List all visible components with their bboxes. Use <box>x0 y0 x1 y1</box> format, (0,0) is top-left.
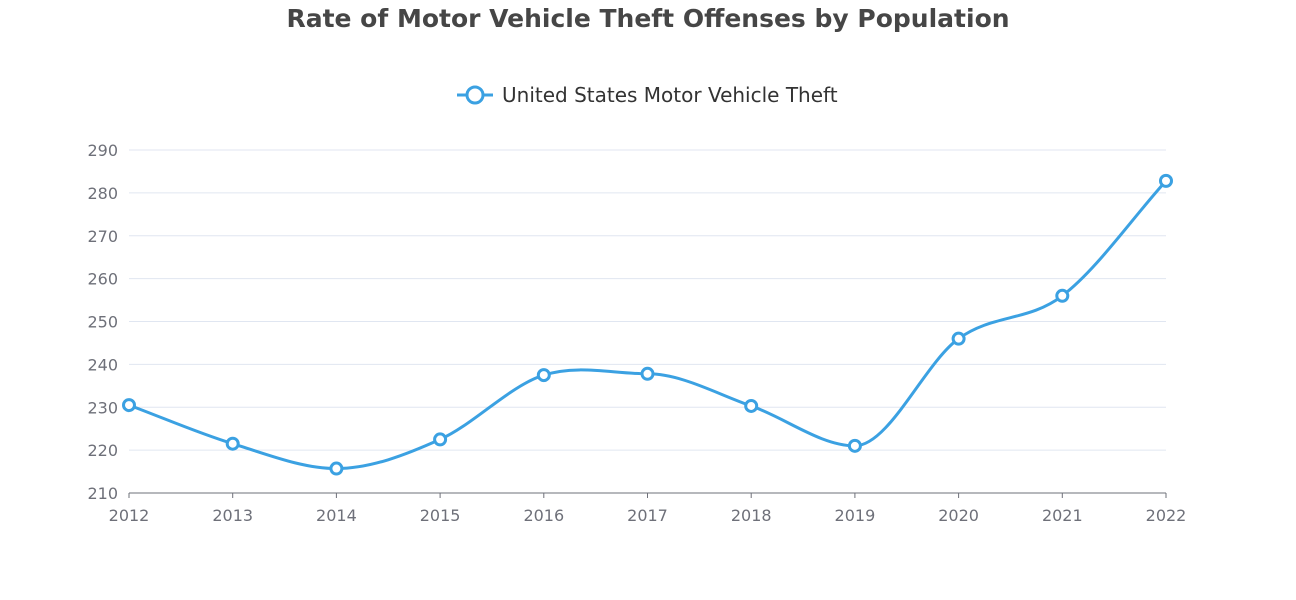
chart-title: Rate of Motor Vehicle Theft Offenses by … <box>286 4 1009 33</box>
y-tick-label: 260 <box>87 270 118 289</box>
x-tick-label: 2018 <box>731 506 772 525</box>
x-tick-label: 2012 <box>109 506 150 525</box>
data-point[interactable] <box>1055 288 1070 303</box>
y-tick-label: 250 <box>87 313 118 332</box>
axes: 210 220 230 240 250 260 270 280 290 2012 2013 2014 2… <box>87 141 1186 525</box>
legend-label: United States Motor Vehicle Theft <box>502 83 838 107</box>
x-tick-label: 2022 <box>1146 506 1187 525</box>
data-point[interactable] <box>847 438 862 453</box>
x-tick-label: 2021 <box>1042 506 1083 525</box>
y-tick-label: 210 <box>87 484 118 503</box>
y-tick-label: 270 <box>87 227 118 246</box>
x-tick-label: 2014 <box>316 506 357 525</box>
legend-marker-icon <box>465 85 485 105</box>
y-tick-label: 220 <box>87 441 118 460</box>
x-tick-label: 2020 <box>938 506 979 525</box>
data-point[interactable] <box>1159 173 1173 188</box>
data-point[interactable] <box>640 366 655 381</box>
x-tick-label: 2013 <box>212 506 253 525</box>
legend[interactable]: United States Motor Vehicle Theft <box>457 83 838 107</box>
x-tick-label: 2016 <box>523 506 564 525</box>
x-tick-label: 2017 <box>627 506 668 525</box>
x-tick-label: 2015 <box>420 506 461 525</box>
data-point[interactable] <box>122 398 136 413</box>
series-layer <box>122 173 1173 476</box>
data-point[interactable] <box>951 331 966 346</box>
data-point[interactable] <box>329 461 344 476</box>
data-point[interactable] <box>433 432 448 447</box>
data-point[interactable] <box>744 398 759 413</box>
y-tick-label: 240 <box>87 355 118 374</box>
data-point[interactable] <box>536 368 551 383</box>
y-tick-label: 280 <box>87 184 118 203</box>
y-tick-label: 230 <box>87 398 118 417</box>
y-tick-label: 290 <box>87 141 118 160</box>
x-tick-label: 2019 <box>835 506 876 525</box>
series-line <box>128 179 1168 471</box>
data-point[interactable] <box>225 436 240 451</box>
grid <box>129 149 1166 451</box>
